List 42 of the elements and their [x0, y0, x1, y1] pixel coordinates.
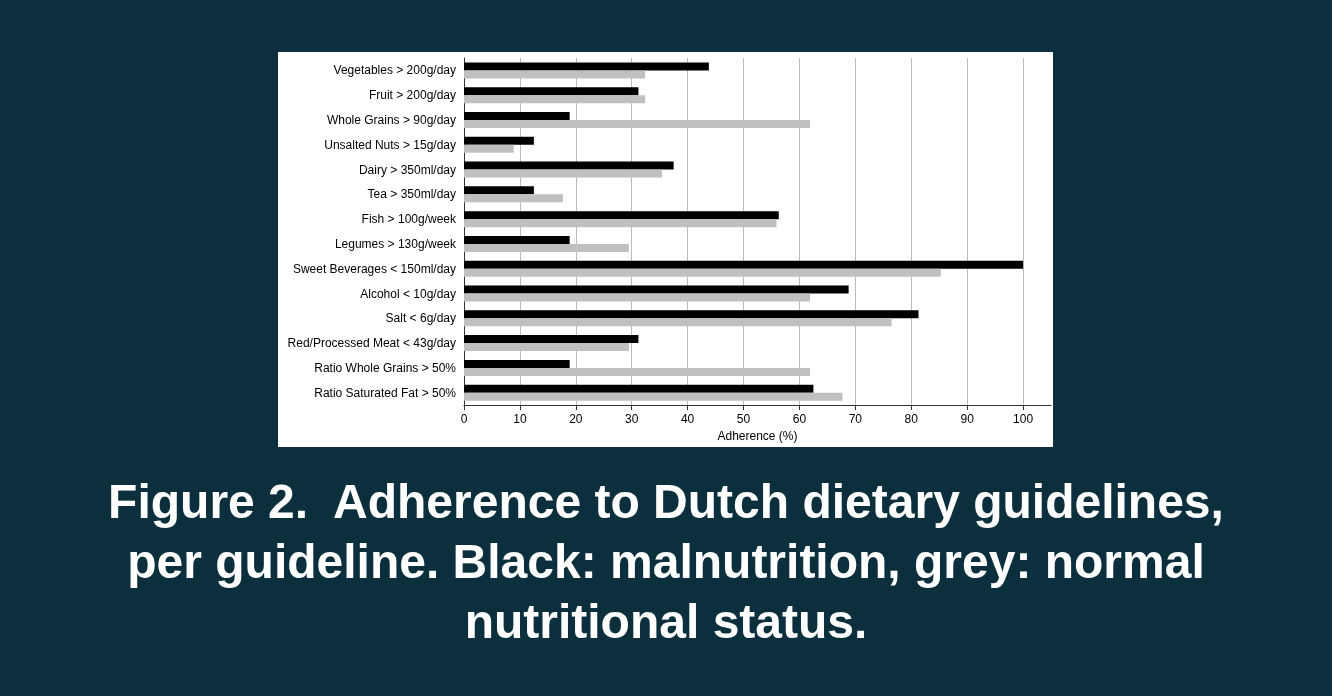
x-axis-title: Adherence (%): [717, 429, 798, 443]
bar: [464, 335, 639, 344]
y-tick-label: Ratio Saturated Fat > 50%: [314, 385, 457, 400]
x-tick-label: 90: [960, 412, 975, 427]
x-tick-label: 20: [569, 412, 583, 427]
x-tick-label: 40: [680, 412, 695, 427]
y-tick-label: Fruit > 200g/day: [368, 88, 456, 103]
y-tick-label: Fish > 100g/week: [361, 212, 457, 227]
y-tick-label: Unsalted Nuts > 15g/day: [324, 137, 456, 152]
y-tick-label: Sweet Beverages < 150ml/day: [292, 261, 456, 276]
x-tick-label: 30: [625, 412, 639, 427]
x-tick-label: 10: [513, 412, 527, 427]
y-tick-label: Red/Processed Meat < 43g/day: [287, 336, 456, 351]
y-tick-label: Salt < 6g/day: [385, 311, 456, 326]
bar: [464, 211, 779, 220]
bar: [464, 144, 514, 153]
x-tick-label: 60: [792, 412, 807, 427]
x-tick-label: 70: [848, 412, 863, 427]
y-tick-label: Alcohol < 10g/day: [360, 286, 456, 301]
bar: [464, 285, 849, 294]
bar: [464, 161, 674, 170]
bar: [464, 62, 709, 71]
bar: [464, 136, 534, 145]
y-tick-label: Dairy > 350ml/day: [358, 162, 456, 177]
x-tick-label: 80: [904, 412, 919, 427]
bar: [464, 260, 1024, 269]
bar: [464, 111, 570, 120]
y-tick-label: Tea > 350ml/day: [367, 187, 456, 202]
text: Figure 2. Adherence to Dutch dietary guidelines, per guideline. Black: malnutrition, grey: normal nutritional status.: [107, 474, 1225, 650]
y-tick-label: Vegetables > 200g/day: [333, 63, 456, 78]
bar: [464, 87, 639, 96]
bar: [464, 186, 534, 195]
y-tick-label: Ratio Whole Grains > 50%: [314, 360, 457, 375]
x-tick-label: 0: [460, 412, 468, 427]
y-tick-label: Legumes > 130g/week: [334, 236, 457, 251]
bar: [464, 359, 570, 368]
bar: [464, 235, 570, 244]
bar: [464, 384, 814, 393]
bar: [464, 310, 919, 319]
x-tick-label: 100: [1013, 412, 1034, 427]
x-tick-label: 50: [736, 412, 751, 427]
y-tick-label: Whole Grains > 90g/day: [326, 112, 456, 127]
